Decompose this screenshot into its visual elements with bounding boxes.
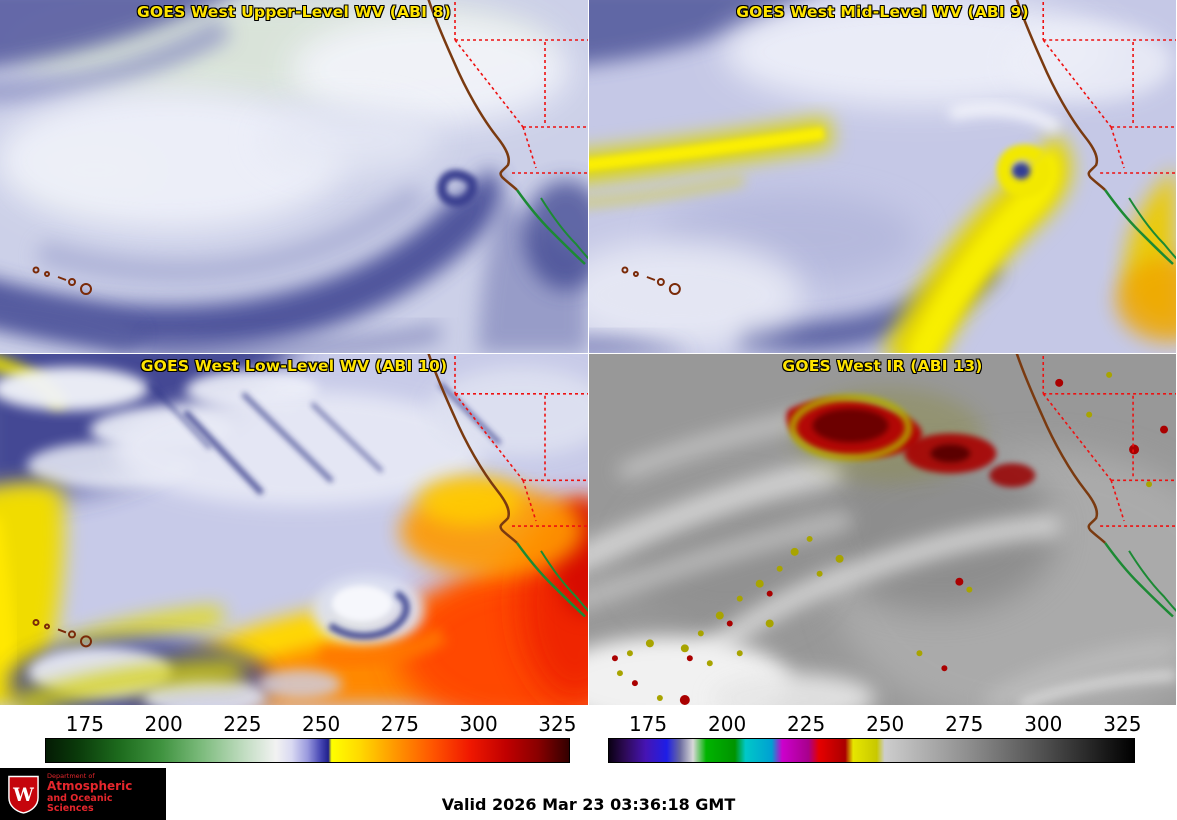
panel-abi13: GOES West IR (ABI 13) [589, 354, 1176, 705]
tick-label: 175 [628, 712, 668, 736]
cold-core-speckles [611, 378, 1169, 705]
tick-label: 250 [866, 712, 905, 736]
wv-colorbar-gradient [45, 738, 570, 763]
panel-title-abi10: GOES West Low-Level WV (ABI 10) [140, 357, 448, 375]
uw-crest-icon: W [8, 775, 39, 814]
tick-label: 275 [380, 712, 419, 736]
tick-label: 275 [945, 712, 984, 736]
abi13-ir-imagery [589, 354, 1176, 705]
crest-letter: W [12, 785, 34, 806]
ir-colorbar: 175 200 225 250 275 300 325 [608, 710, 1141, 768]
tick-label: 200 [144, 712, 183, 736]
tick-label: 225 [787, 712, 826, 736]
ir-colorbar-gradient [608, 738, 1135, 763]
abi9-wv-imagery [589, 0, 1176, 353]
footer: W Department of Atmospheric and Oceanic … [0, 768, 1177, 820]
wv-colorbar: 175 200 225 250 275 300 325 [45, 710, 577, 768]
abi10-wv-imagery [0, 354, 588, 705]
aos-department-logo: W Department of Atmospheric and Oceanic … [0, 768, 166, 820]
tick-label: 325 [538, 712, 577, 736]
tick-label: 300 [459, 712, 498, 736]
tick-label: 325 [1103, 712, 1142, 736]
tick-label: 300 [1024, 712, 1063, 736]
panel-abi9: GOES West Mid-Level WV (ABI 9) [589, 0, 1176, 353]
panel-title-abi8: GOES West Upper-Level WV (ABI 8) [136, 3, 452, 21]
tick-label: 250 [302, 712, 341, 736]
panel-title-abi9: GOES West Mid-Level WV (ABI 9) [736, 3, 1029, 21]
tick-label: 225 [223, 712, 262, 736]
panel-abi8: GOES West Upper-Level WV (ABI 8) [0, 0, 588, 353]
logo-atmospheric: Atmospheric [46, 779, 133, 794]
panel-grid: GOES West Upper-Level WV (ABI 8) [0, 0, 1177, 706]
logo-oceanic-sciences: and Oceanic Sciences [46, 792, 113, 815]
abi8-wv-imagery [0, 0, 588, 353]
panel-title-abi13: GOES West IR (ABI 13) [782, 357, 983, 375]
tick-label: 175 [65, 712, 104, 736]
logo-text: Department of Atmospheric and Oceanic Sc… [46, 772, 159, 815]
ir-colorbar-ticks: 175 200 225 250 275 300 325 [608, 710, 1141, 738]
cold-cloud-speckles [616, 371, 1153, 702]
logo-department-of: Department of [46, 772, 95, 781]
tick-label: 200 [708, 712, 747, 736]
wv-colorbar-ticks: 175 200 225 250 275 300 325 [45, 710, 577, 738]
panel-abi10: GOES West Low-Level WV (ABI 10) [0, 354, 588, 705]
legend-row: 175 200 225 250 275 300 325 175 200 225 … [0, 706, 1177, 768]
valid-time-label: Valid 2026 Mar 23 03:36:18 GMT [441, 795, 736, 814]
